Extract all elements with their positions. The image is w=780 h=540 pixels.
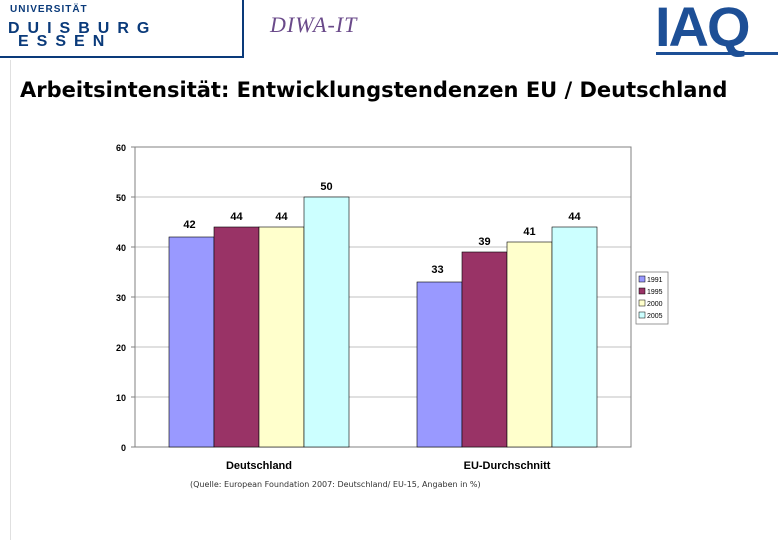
diva-logo: DIWA-IT	[270, 12, 358, 37]
legend-swatch	[638, 287, 646, 295]
university-logo-top: UNIVERSITÄT	[10, 4, 88, 15]
y-tick-label: 10	[116, 393, 126, 403]
x-category-label: Deutschland	[226, 460, 292, 472]
data-label: 44	[230, 211, 243, 223]
chart-y-ticks: 0 10 20 30 40 50 60	[116, 143, 135, 453]
y-tick-label: 40	[116, 243, 126, 253]
page-title: Arbeitsintensität: Entwicklungstendenzen…	[20, 78, 728, 102]
legend-swatch	[638, 275, 646, 283]
bar-1991-0	[168, 236, 215, 448]
legend-swatch	[638, 299, 646, 307]
source-note: (Quelle: European Foundation 2007: Deuts…	[190, 480, 481, 489]
iaq-logo: IAQ	[655, 0, 751, 58]
y-tick-label: 50	[116, 193, 126, 203]
iaq-logo-underline	[656, 52, 778, 55]
bar-1995-1	[461, 251, 508, 448]
data-label: 44	[568, 211, 581, 223]
bar-2005-1	[551, 226, 598, 448]
bar-2000-1	[506, 241, 553, 448]
university-logo: UNIVERSITÄT DUISBURG ESSEN	[0, 0, 244, 58]
bar-1991-1	[416, 281, 463, 448]
left-rule	[10, 60, 11, 540]
data-label: 42	[183, 219, 195, 231]
chart-legend: 1991 1995 2000 2005	[635, 271, 669, 325]
y-tick-label: 20	[116, 343, 126, 353]
chart-x-labels: Deutschland EU-Durchschnitt	[226, 460, 551, 472]
university-logo-line1: DUISBURG	[8, 20, 158, 37]
data-label: 39	[478, 236, 490, 248]
y-tick-label: 60	[116, 143, 126, 153]
data-label: 41	[523, 226, 535, 238]
data-label: 44	[275, 211, 288, 223]
logo-underline	[0, 56, 244, 58]
chart-data-labels: 42 44 44 50 33 39 41 44	[183, 181, 581, 276]
logo-divider	[242, 0, 244, 57]
y-tick-label: 0	[121, 443, 126, 453]
legend-label: 1991	[647, 277, 663, 284]
legend-swatch	[638, 311, 646, 319]
bar-1995-0	[213, 226, 260, 448]
y-tick-label: 30	[116, 293, 126, 303]
legend-label: 1995	[647, 289, 663, 296]
bar-2000-0	[258, 226, 305, 448]
university-logo-line2: ESSEN	[18, 33, 113, 50]
legend-label: 2000	[647, 301, 663, 308]
data-label: 50	[320, 181, 332, 193]
chart-bars	[168, 196, 598, 448]
x-category-label: EU-Durchschnitt	[464, 460, 551, 472]
legend-label: 2005	[647, 313, 663, 320]
data-label: 33	[431, 264, 443, 276]
bar-2005-0	[303, 196, 350, 448]
